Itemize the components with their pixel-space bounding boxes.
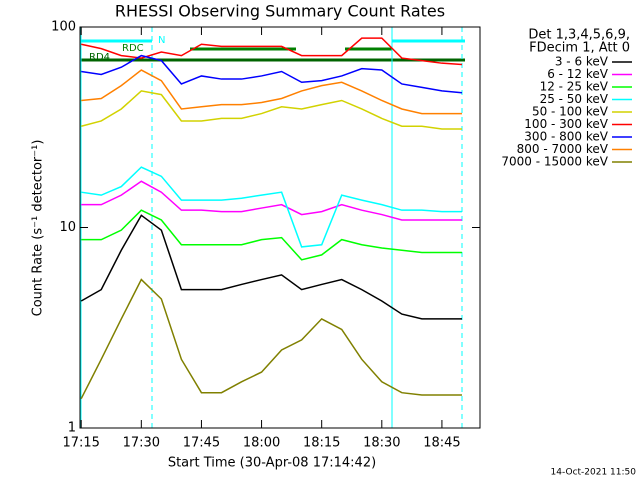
x-tick-label: 17:45 <box>183 436 220 451</box>
series-line <box>81 180 462 221</box>
x-tick-label: 18:30 <box>363 436 400 451</box>
footer: 14-Oct-2021 11:50 <box>551 468 637 478</box>
legend-label: 7000 - 15000 keV <box>501 155 608 169</box>
series-line <box>81 69 462 115</box>
annotation: RDC <box>122 43 144 54</box>
legend-header: FDecim 1, Att 0 <box>529 41 630 56</box>
legend-label: 300 - 800 keV <box>524 130 608 144</box>
y-tick-label: 100 <box>51 20 76 35</box>
x-axis-label: Start Time (30-Apr-08 17:14:42) <box>168 456 376 471</box>
legend-label: 25 - 50 keV <box>540 92 609 106</box>
legend-label: 100 - 300 keV <box>524 117 608 131</box>
annotation: RD4 <box>89 52 110 63</box>
series-line <box>80 278 462 400</box>
x-tick-label: 18:15 <box>303 436 340 451</box>
x-tick-label: 18:45 <box>423 436 460 451</box>
series-line <box>80 214 462 320</box>
y-tick-label: 1 <box>68 421 76 436</box>
annotation: N <box>158 35 165 46</box>
y-axis-label: Count Rate (s⁻¹ detector⁻¹) <box>31 140 46 317</box>
x-tick-label: 18:00 <box>243 436 280 451</box>
legend-label: 12 - 25 keV <box>540 80 609 94</box>
legend-label: 3 - 6 keV <box>555 55 609 69</box>
series-line <box>81 90 462 130</box>
legend-label: 6 - 12 keV <box>547 67 609 81</box>
legend-label: 50 - 100 keV <box>532 105 609 119</box>
flag-bars <box>80 27 465 428</box>
legend-header: Det 1,3,4,5,6,9, <box>528 28 630 43</box>
series-line <box>81 54 463 94</box>
series-line <box>81 209 462 261</box>
series-line <box>81 166 462 248</box>
legend-label: 800 - 7000 keV <box>517 142 609 156</box>
x-tick-label: 17:30 <box>123 436 160 451</box>
y-tick-label: 10 <box>59 220 76 235</box>
chart-title: RHESSI Observing Summary Count Rates <box>115 2 445 21</box>
x-tick-label: 17:15 <box>62 436 99 451</box>
